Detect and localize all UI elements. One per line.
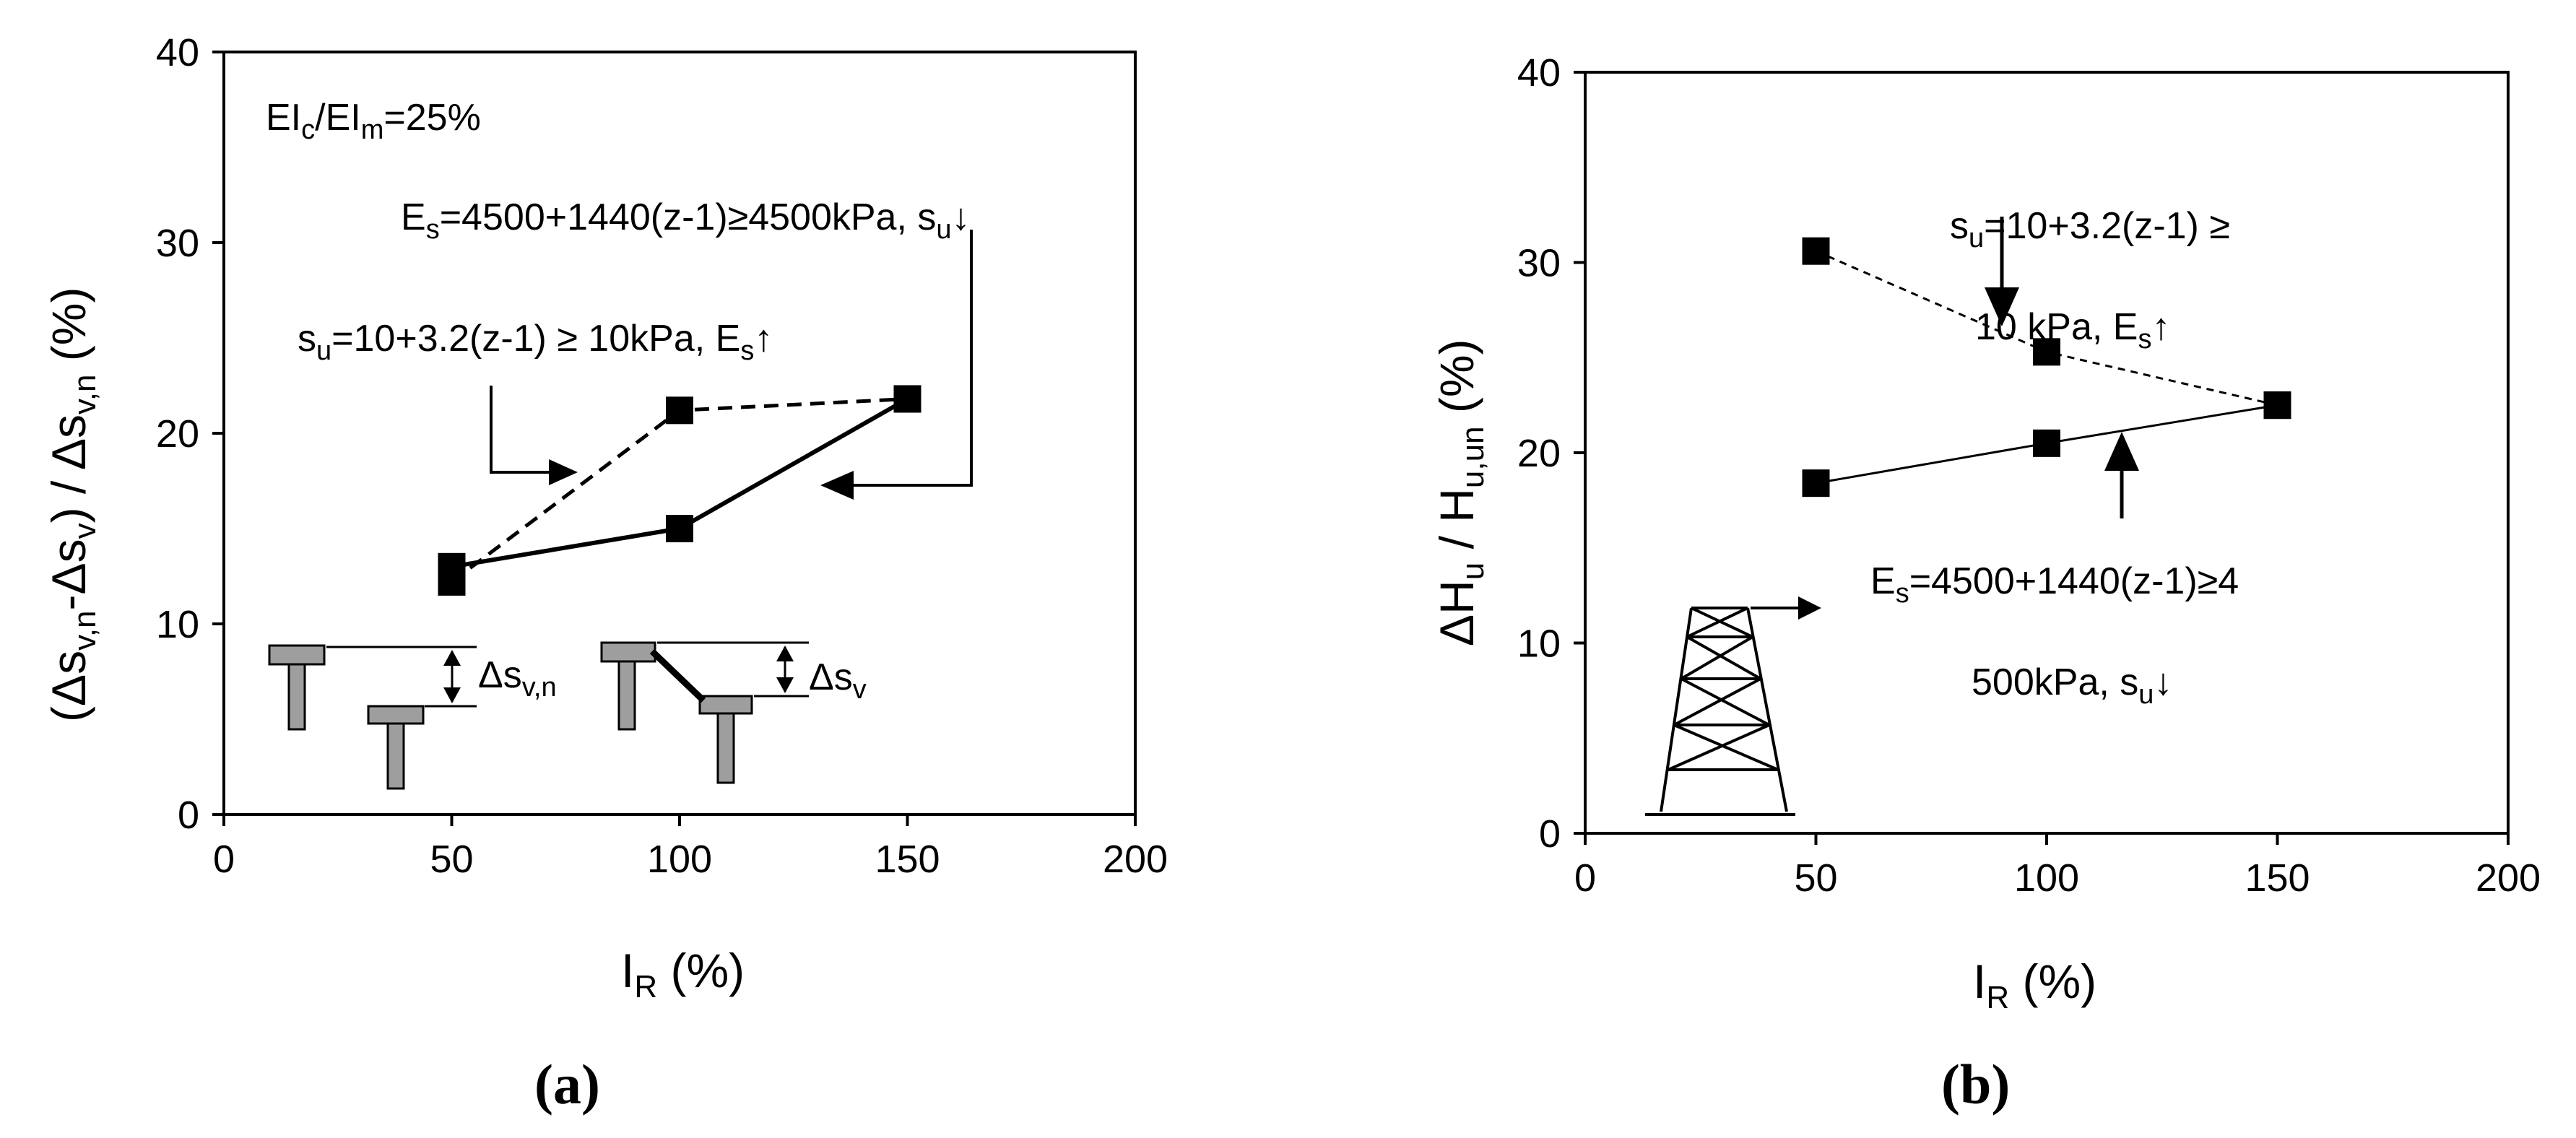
x-tick-label: 100 [2014, 856, 2079, 900]
chart-panel-a: 0 50 100 150 200 0 10 20 30 40 IR (%) (Δsv,n-Δsv)… [42, 31, 1168, 1116]
footing-cap-3 [600, 641, 656, 663]
x-axis-label-a: IR (%) [621, 944, 745, 1004]
series-markers-b [1802, 237, 2291, 498]
axis-ticks-b: 0 50 100 150 200 0 10 20 30 40 [1517, 51, 2541, 900]
chart-panel-b: 0 50 100 150 200 0 10 20 30 40 IR (%) ΔHu / Hu,un… [1430, 51, 2541, 1116]
y-tick-label: 40 [1517, 51, 1561, 95]
y-tick-label: 20 [1517, 432, 1561, 475]
data-point [2263, 391, 2291, 420]
y-tick-label: 0 [1539, 812, 1561, 856]
data-point [2033, 429, 2060, 457]
y-tick-label: 40 [156, 31, 199, 74]
footing-pier-3 [617, 660, 636, 731]
y-tick-label: 0 [178, 794, 199, 837]
data-point [666, 515, 693, 542]
footing-pier-2 [386, 722, 405, 790]
x-tick-label: 50 [1794, 856, 1837, 900]
su-leader-arrow-b [1985, 217, 2019, 326]
footing-cap-2 [367, 705, 425, 725]
su-annotation-b-line2: 10 kPa, Es↑ [1975, 306, 2170, 355]
su-annotation-b-line1: su=10+3.2(z-1) ≥ [1950, 205, 2230, 253]
es-annotation-a: Es=4500+1440(z-1)≥4500kPa, su↓ [401, 196, 971, 245]
y-tick-label: 10 [1517, 622, 1561, 666]
x-tick-label: 200 [1103, 838, 1168, 881]
footing-cap-1 [268, 644, 326, 666]
lattice-tower-illustration [1645, 596, 1821, 816]
data-point [1802, 237, 1830, 265]
lateral-load-arrow [1798, 596, 1821, 620]
x-tick-label: 150 [875, 838, 940, 881]
y-tick-label: 20 [156, 412, 199, 456]
es-leader-arrow-b [2104, 432, 2139, 518]
su-leader-arrow-a [490, 386, 578, 485]
su-annotation-a: su=10+3.2(z-1) ≥ 10kPa, Es↑ [298, 318, 773, 366]
y-tick-label: 10 [156, 603, 199, 646]
data-point [2033, 338, 2060, 366]
panel-label-b: (b) [1941, 1053, 2010, 1116]
data-point [893, 385, 921, 413]
x-tick-label: 200 [2476, 856, 2541, 900]
x-tick-label: 0 [213, 838, 235, 881]
es-leader-arrow-a [820, 230, 973, 500]
es-annotation-b-line1: Es=4500+1440(z-1)≥4 [1870, 560, 2239, 609]
axis-ticks-a: 0 50 100 150 200 0 10 20 30 40 [156, 31, 1168, 881]
dsv-label: Δsv [809, 656, 867, 705]
x-axis-label-b: IR (%) [1973, 955, 2096, 1015]
x-tick-label: 100 [647, 838, 712, 881]
footing-settlement-illustration: Δsv,n Δsv [268, 641, 867, 790]
y-tick-label: 30 [1517, 242, 1561, 285]
connection-beam [649, 648, 706, 703]
stiffness-ratio-label: EIc/EIm=25% [266, 97, 481, 145]
dsvn-label: Δsv,n [478, 654, 557, 703]
footing-cap-4 [698, 695, 753, 715]
x-tick-label: 0 [1574, 856, 1596, 900]
y-tick-label: 30 [156, 222, 199, 265]
data-point [666, 396, 693, 425]
series-markers-a [438, 385, 921, 596]
x-tick-label: 50 [430, 838, 473, 881]
y-axis-label-b: ΔHu / Hu,un (%) [1430, 339, 1491, 646]
panel-label-a: (a) [534, 1053, 600, 1116]
data-point [438, 568, 466, 596]
footing-pier-1 [287, 663, 306, 731]
plot-area-a [222, 51, 1137, 816]
data-point [1802, 469, 1830, 498]
footing-pier-4 [716, 712, 735, 784]
y-axis-label-a: (Δsv,n-Δsv) / Δsv,n (%) [42, 287, 103, 722]
x-tick-label: 150 [2245, 856, 2310, 900]
es-annotation-b-line2: 500kPa, su↓ [1972, 661, 2172, 710]
